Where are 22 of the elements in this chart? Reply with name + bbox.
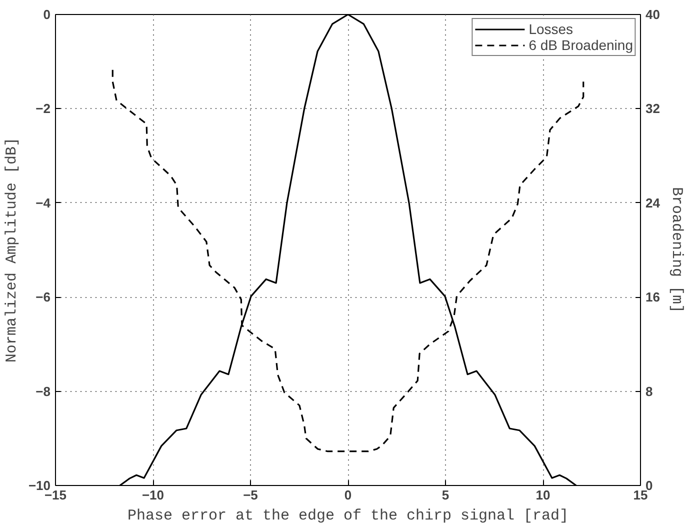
x-tick-label: −5 bbox=[243, 488, 258, 502]
y2-tick-label: 32 bbox=[646, 101, 660, 116]
y-tick-label: −8 bbox=[36, 384, 51, 399]
y2-tick-label: 8 bbox=[646, 384, 653, 399]
y-tick-label: 0 bbox=[43, 7, 51, 22]
y2-tick-label: 0 bbox=[646, 478, 653, 493]
x-tick-label: 5 bbox=[442, 488, 450, 502]
x-tick-label: 0 bbox=[344, 488, 352, 502]
legend-label: 6 dB Broadening bbox=[528, 37, 633, 53]
y-axis-title: Normalized Amplitude [dB] bbox=[3, 137, 20, 363]
legend-label: Losses bbox=[528, 21, 574, 37]
y2-tick-label: 16 bbox=[646, 290, 660, 305]
y-tick-label: −6 bbox=[36, 290, 51, 305]
y2-axis-title: Broadening [m] bbox=[668, 186, 685, 314]
y2-tick-label: 24 bbox=[646, 195, 661, 210]
x-tick-label: −10 bbox=[142, 488, 164, 502]
x-axis-title: Phase error at the edge of the chirp signal [rad] bbox=[127, 508, 569, 524]
y-tick-label: −4 bbox=[36, 195, 52, 210]
x-tick-label: 10 bbox=[536, 488, 550, 502]
y-tick-label: −2 bbox=[36, 101, 51, 116]
y-tick-label: −10 bbox=[28, 478, 51, 493]
y2-tick-label: 40 bbox=[646, 7, 660, 22]
